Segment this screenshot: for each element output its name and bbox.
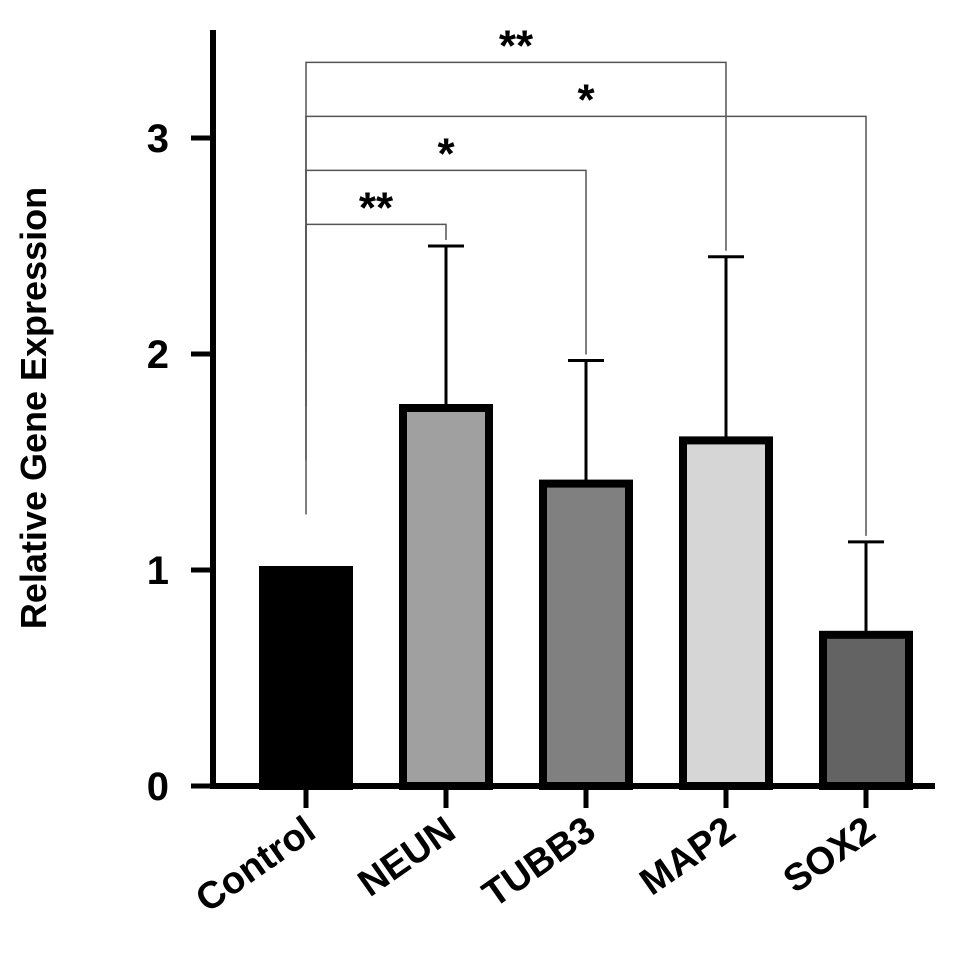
y-tick-label-2: 2 [147, 333, 169, 377]
bar-map2 [679, 436, 773, 790]
x-tick-label-map2: MAP2 [633, 809, 744, 904]
bar-neun [399, 404, 493, 790]
bar-sox2 [819, 630, 913, 790]
significance-bracket-control-map2 [305, 61, 727, 353]
significance-label-control-tubb3: * [437, 129, 455, 178]
significance-layer: ****** [305, 21, 867, 536]
y-tick-label-0: 0 [147, 765, 169, 809]
significance-label-control-sox2: * [577, 75, 595, 124]
x-tick-label-control: Control [188, 809, 323, 921]
y-tick-label-1: 1 [147, 549, 169, 593]
axes-layer [191, 30, 935, 808]
bar-tubb3 [539, 479, 633, 790]
bar-control [259, 566, 353, 790]
y-tick-label-3: 3 [147, 117, 169, 161]
x-tick-label-tubb3: TUBB3 [475, 809, 603, 916]
significance-label-control-map2: ** [499, 21, 534, 70]
y-axis-label: Relative Gene Expression [13, 187, 54, 629]
error-bars-layer [428, 244, 884, 635]
x-tick-label-neun: NEUN [351, 809, 463, 905]
x-tick-label-sox2: SOX2 [776, 809, 883, 902]
significance-label-control-neun: ** [359, 183, 394, 232]
